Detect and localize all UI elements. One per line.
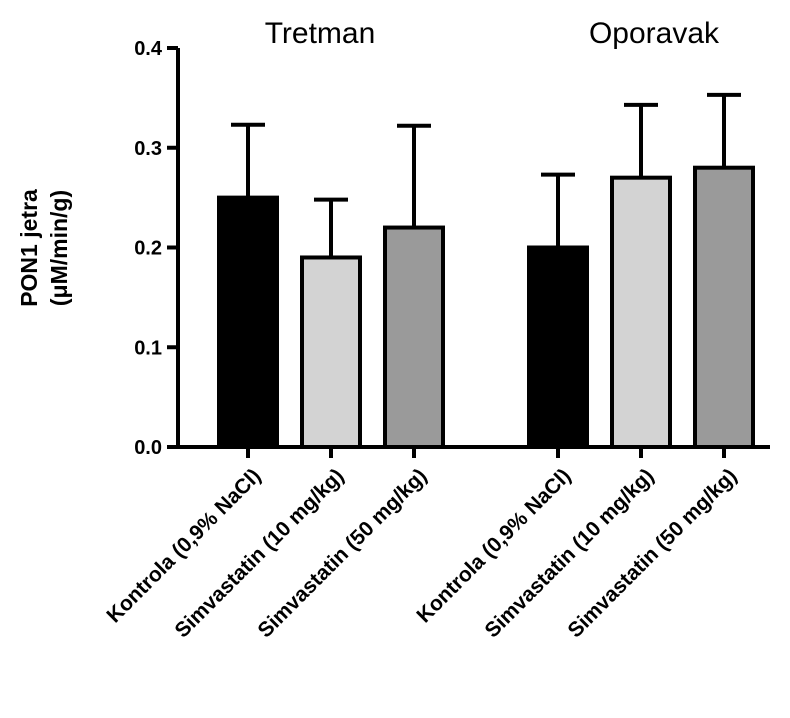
bar (693, 165, 755, 449)
category-label: Simvastatin (10 mg/kg) (481, 464, 659, 642)
y-axis-title-line2: (μM/min/g) (46, 190, 72, 306)
y-tick-label: 0.2 (134, 238, 162, 260)
bar (300, 255, 362, 449)
category-label: Simvastatin (50 mg/kg) (254, 464, 432, 642)
category-label: Kontrola (0,9% NaCl) (412, 464, 575, 627)
y-tick-label: 0.4 (134, 38, 163, 60)
group-title: Oporavak (589, 17, 720, 50)
bar (610, 175, 672, 450)
category-label: Kontrola (0,9% NaCl) (102, 464, 265, 627)
category-label: Simvastatin (50 mg/kg) (564, 464, 742, 642)
bars (217, 92, 755, 450)
group-titles: Tretman Oporavak (265, 17, 720, 50)
y-tick-label: 0.1 (134, 337, 162, 359)
bar (527, 245, 589, 449)
category-label: Simvastatin (10 mg/kg) (171, 464, 349, 642)
y-axis-title: PON1 jetra (μM/min/g) (16, 189, 72, 307)
y-tick-label: 0.0 (134, 437, 162, 459)
bar (217, 195, 279, 449)
group-title: Tretman (265, 17, 376, 50)
category-labels: Kontrola (0,9% NaCl)Simvastatin (10 mg/k… (102, 464, 741, 642)
y-axis-title-line1: PON1 jetra (16, 189, 42, 307)
bar (383, 225, 445, 449)
y-tick-label: 0.3 (134, 138, 162, 160)
